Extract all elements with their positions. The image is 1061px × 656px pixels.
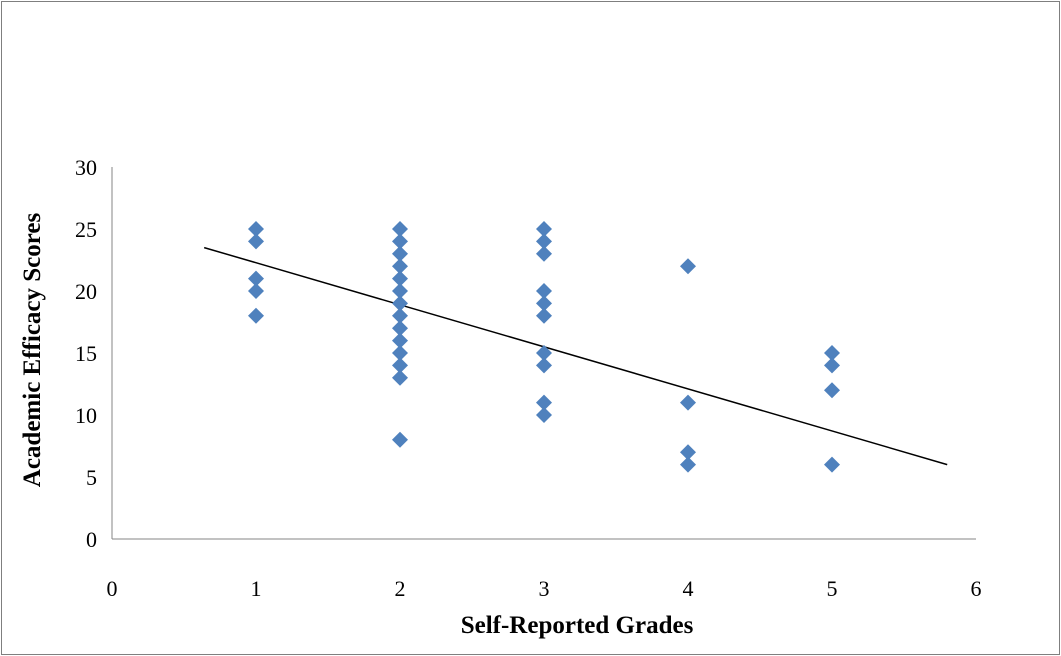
data-point: [248, 307, 264, 324]
data-point: [536, 233, 552, 250]
x-tick-label: 2: [395, 576, 406, 601]
data-point: [392, 357, 408, 374]
data-points: [248, 221, 840, 473]
data-point: [248, 233, 264, 250]
x-tick-label: 3: [539, 576, 550, 601]
axes: [111, 167, 976, 540]
data-point: [824, 382, 840, 399]
x-tick-label: 6: [971, 576, 982, 601]
y-tick-label: 30: [75, 155, 97, 180]
data-point: [536, 307, 552, 324]
data-point: [824, 345, 840, 361]
trendline-group: [203, 246, 948, 466]
data-point: [392, 283, 408, 299]
y-tick-label: 10: [75, 403, 97, 428]
data-point: [392, 345, 408, 361]
data-point: [536, 295, 552, 312]
y-tick-label: 20: [75, 279, 97, 304]
data-point: [680, 444, 696, 461]
data-point: [392, 431, 408, 448]
data-point: [392, 307, 408, 324]
data-point: [392, 245, 408, 262]
data-point: [536, 221, 552, 237]
data-point: [392, 369, 408, 386]
data-point: [824, 357, 840, 374]
x-tick-label: 0: [107, 576, 118, 601]
data-point: [248, 221, 264, 237]
y-tick-label: 5: [86, 465, 97, 490]
trendline: [203, 246, 948, 466]
data-point: [392, 258, 408, 275]
data-point: [392, 332, 408, 349]
x-axis-title: Self-Reported Grades: [461, 612, 694, 639]
data-point: [536, 357, 552, 374]
y-axis-title: Academic Efficacy Scores: [19, 213, 46, 488]
data-point: [680, 456, 696, 473]
data-point: [680, 394, 696, 411]
data-point: [536, 245, 552, 262]
data-point: [536, 407, 552, 423]
data-point: [392, 270, 408, 287]
data-point: [248, 270, 264, 287]
data-point: [392, 233, 408, 250]
x-tick-label: 4: [683, 576, 694, 601]
data-point: [392, 221, 408, 237]
data-point: [536, 394, 552, 411]
data-point: [392, 295, 408, 312]
y-tick-label: 25: [75, 217, 97, 242]
data-point: [824, 456, 840, 473]
x-tick-label: 5: [827, 576, 838, 601]
data-point: [248, 283, 264, 299]
data-point: [536, 345, 552, 361]
x-tick-label: 1: [251, 576, 262, 601]
y-tick-labels: 0 5 10 15 20 25 30: [75, 155, 97, 552]
y-tick-label: 15: [75, 341, 97, 366]
data-point: [536, 283, 552, 299]
data-point: [680, 258, 696, 275]
data-point: [392, 320, 408, 337]
x-tick-labels: 0 1 2 3 4 5 6: [107, 576, 982, 601]
y-tick-label: 0: [86, 527, 97, 552]
